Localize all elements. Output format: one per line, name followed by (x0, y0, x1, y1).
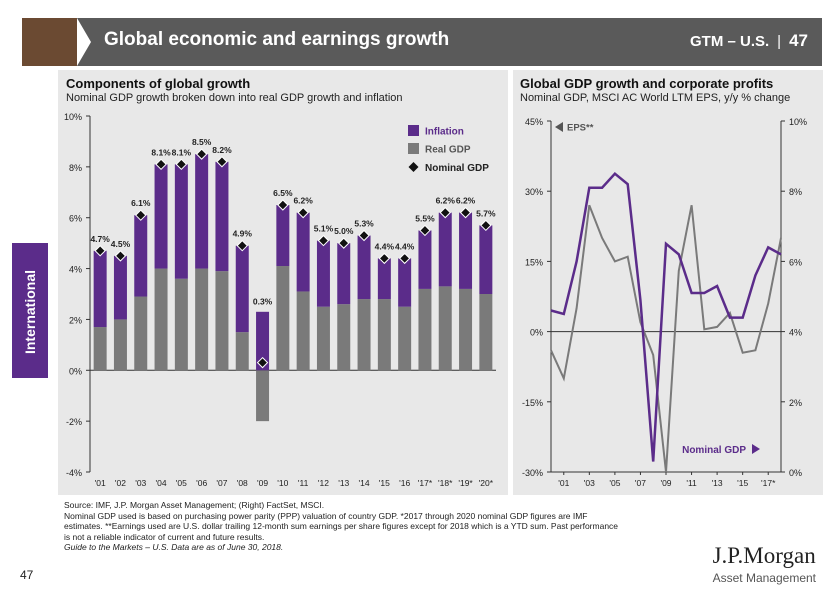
page-title: Global economic and earnings growth (104, 29, 450, 50)
section-tab (12, 243, 48, 378)
left-chart-panel (58, 70, 508, 495)
footnote: Source: IMF, J.P. Morgan Asset Managemen… (64, 500, 704, 553)
right-chart-subtitle: Nominal GDP, MSCI AC World LTM EPS, y/y … (520, 92, 791, 104)
left-chart-subtitle: Nominal GDP growth broken down into real… (66, 92, 403, 104)
footnote-text: Nominal GDP used is based on purchasing … (64, 510, 588, 521)
header-right: GTM – U.S. | 47 (690, 31, 808, 51)
footnote-text: estimates. **Earnings used are U.S. doll… (64, 521, 619, 531)
guide-label: GTM – U.S. (689, 33, 770, 50)
header-separator: | (777, 33, 782, 50)
header-accent-block (22, 18, 77, 66)
right-chart-title: Global GDP growth and corporate profits (520, 76, 774, 91)
footnote-source: Source: IMF, J.P. Morgan Asset Managemen… (64, 500, 325, 510)
footnote-date: Guide to the Markets – U.S. Data are as … (64, 542, 284, 552)
footnote-text: is not a reliable indicator of current a… (64, 531, 265, 542)
logo-subtitle: Asset Management (712, 571, 816, 585)
header-page-number: 47 (789, 31, 808, 50)
logo: J.P.Morgan Asset Management (713, 543, 816, 585)
header-bar (77, 18, 822, 66)
section-tab-label: International (22, 269, 38, 355)
page-number: 47 (20, 568, 34, 582)
left-chart-title: Components of global growth (66, 76, 251, 91)
logo-wordmark: J.P.Morgan (712, 543, 816, 568)
right-chart-panel (513, 70, 823, 495)
